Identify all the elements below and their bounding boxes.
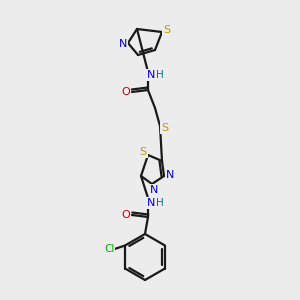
Text: N: N [147, 198, 155, 208]
Text: Cl: Cl [104, 244, 114, 254]
Text: S: S [164, 25, 171, 35]
Text: N: N [147, 70, 155, 80]
Text: H: H [156, 198, 164, 208]
Text: S: S [140, 147, 147, 157]
Text: H: H [156, 70, 164, 80]
Text: S: S [161, 123, 169, 133]
Text: N: N [166, 170, 174, 180]
Text: N: N [150, 185, 158, 195]
Text: O: O [122, 210, 130, 220]
Text: O: O [122, 87, 130, 97]
Text: N: N [119, 39, 127, 49]
